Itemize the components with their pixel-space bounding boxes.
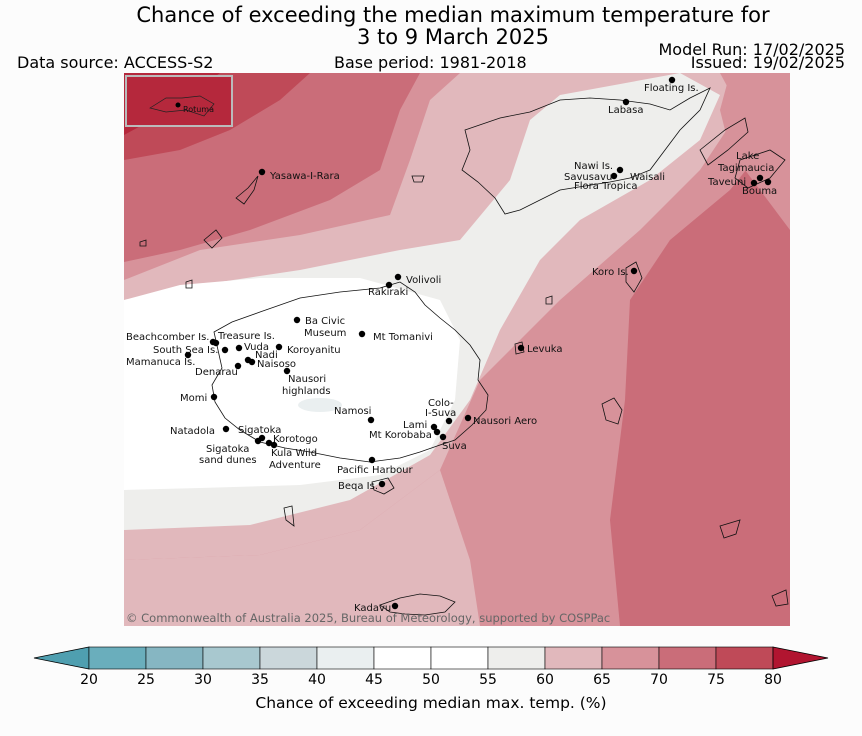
colorbar-tick-label: 60 — [536, 672, 554, 688]
colorbar-under-arrow — [33, 646, 90, 670]
probability-map: Rotuma Floating Is. — [124, 73, 790, 626]
place-label: Korotogo — [273, 434, 318, 445]
colorbar-bin — [430, 646, 489, 670]
colorbar-bin — [487, 646, 546, 670]
place-label: Nadi — [255, 350, 278, 361]
colorbar-tick-label: 75 — [707, 672, 725, 688]
place-label: Adventure — [269, 460, 321, 471]
place-label: Labasa — [608, 105, 644, 116]
place-label: Lami — [403, 420, 427, 431]
colorbar-tick-label: 45 — [365, 672, 383, 688]
place-label: Kula Wild — [271, 448, 317, 459]
place-label: Flora Tropica — [574, 181, 637, 192]
colorbar-bin — [202, 646, 261, 670]
place-label: Rakiraki — [368, 287, 408, 298]
place-label: Waisali — [630, 172, 665, 183]
map-title-line1: Chance of exceeding the median maximum t… — [136, 3, 770, 27]
place-label: Savusavu — [564, 172, 612, 183]
place-label: Kadavu — [354, 603, 391, 614]
place-label: Mt Korobaba — [369, 430, 432, 441]
place-label: sand dunes — [199, 455, 257, 466]
map-title-line2: 3 to 9 March 2025 — [357, 25, 549, 49]
place-label: Denarau — [195, 367, 238, 378]
copyright-notice: © Commonwealth of Australia 2025, Bureau… — [126, 611, 610, 625]
place-label: Pacific Harbour — [337, 465, 414, 476]
place-label: Koroyanitu — [287, 345, 341, 356]
colorbar-tick-label: 55 — [479, 672, 497, 688]
shade-60-65-south — [124, 470, 480, 626]
colorbar-label: Chance of exceeding median max. temp. (%… — [255, 694, 607, 712]
colorbar-tick-label: 40 — [308, 672, 326, 688]
place-label: Suva — [442, 441, 467, 452]
place-label: Taveuni — [707, 177, 746, 188]
model-run-label: Model Run: 17/02/2025 — [658, 40, 846, 59]
colorbar-bin — [145, 646, 204, 670]
place-label: I-Suva — [425, 408, 456, 419]
place-label: South Sea Is. — [153, 345, 218, 356]
place-label: Colo- — [428, 398, 454, 409]
colorbar-over-arrow — [772, 646, 829, 670]
rotuma-label: Rotuma — [183, 105, 214, 114]
place-label: Ba Civic — [305, 316, 345, 327]
place-label: Bouma — [742, 186, 777, 197]
colorbar-tick-label: 50 — [422, 672, 440, 688]
colorbar-tick-label: 70 — [650, 672, 668, 688]
place-label: Beachcomber Is. — [126, 332, 209, 343]
place-label: Yasawa-I-Rara — [269, 171, 340, 182]
colorbar-tick-label: 65 — [593, 672, 611, 688]
place-label: Museum — [304, 328, 346, 339]
data-source-label: Data source: ACCESS-S2 — [17, 53, 214, 72]
colorbar-bin — [259, 646, 318, 670]
colorbar-bin — [373, 646, 432, 670]
colorbar-bin — [88, 646, 147, 670]
place-label: Naisoso — [257, 359, 296, 370]
place-label: Floating Is. — [644, 83, 699, 94]
colorbar-bin — [715, 646, 774, 670]
place-label: Beqa Is. — [338, 481, 378, 492]
place-label: Levuka — [527, 344, 563, 355]
place-label: Koro Is. — [592, 267, 629, 278]
issued-label: Issued: 19/02/2025 — [690, 53, 845, 72]
colorbar-bin — [658, 646, 717, 670]
place-label: Nawi Is. — [574, 161, 613, 172]
place-label: Natadola — [170, 426, 215, 437]
place-label: Vuda — [244, 342, 269, 353]
rotuma-inset: Rotuma — [125, 75, 233, 127]
colorbar-tick-label: 20 — [80, 672, 98, 688]
colorbar-tick-label: 35 — [251, 672, 269, 688]
place-label: Sigatoka — [206, 444, 249, 455]
place-label: Mamanuca Is. — [126, 357, 195, 368]
place-markers — [184, 76, 772, 610]
place-label: Nausori — [288, 374, 326, 385]
place-label: Momi — [180, 393, 207, 404]
place-label: Tagimaucia — [717, 163, 774, 174]
shade-70-75-east — [610, 73, 790, 626]
colorbar — [33, 646, 829, 670]
colorbar-tick-label: 30 — [194, 672, 212, 688]
colorbar-tick-label: 80 — [764, 672, 782, 688]
place-label: Sigatoka — [238, 425, 281, 436]
colorbar-tick-label: 25 — [137, 672, 155, 688]
shade-45-55 — [124, 278, 460, 490]
place-label: Lake — [736, 151, 759, 162]
shade-65-70-ne — [720, 73, 790, 230]
place-label: Volivoli — [406, 275, 441, 286]
place-label: Nausori Aero — [473, 416, 537, 427]
colorbar-bin — [601, 646, 660, 670]
shade-40-45 — [298, 398, 342, 412]
place-label: highlands — [282, 386, 331, 397]
colorbar-bin — [544, 646, 603, 670]
place-label: Mt Tomanivi — [373, 332, 433, 343]
base-period-label: Base period: 1981-2018 — [334, 53, 527, 72]
place-label: Treasure Is. — [217, 331, 275, 342]
place-label: Namosi — [334, 406, 371, 417]
colorbar-bin — [316, 646, 375, 670]
